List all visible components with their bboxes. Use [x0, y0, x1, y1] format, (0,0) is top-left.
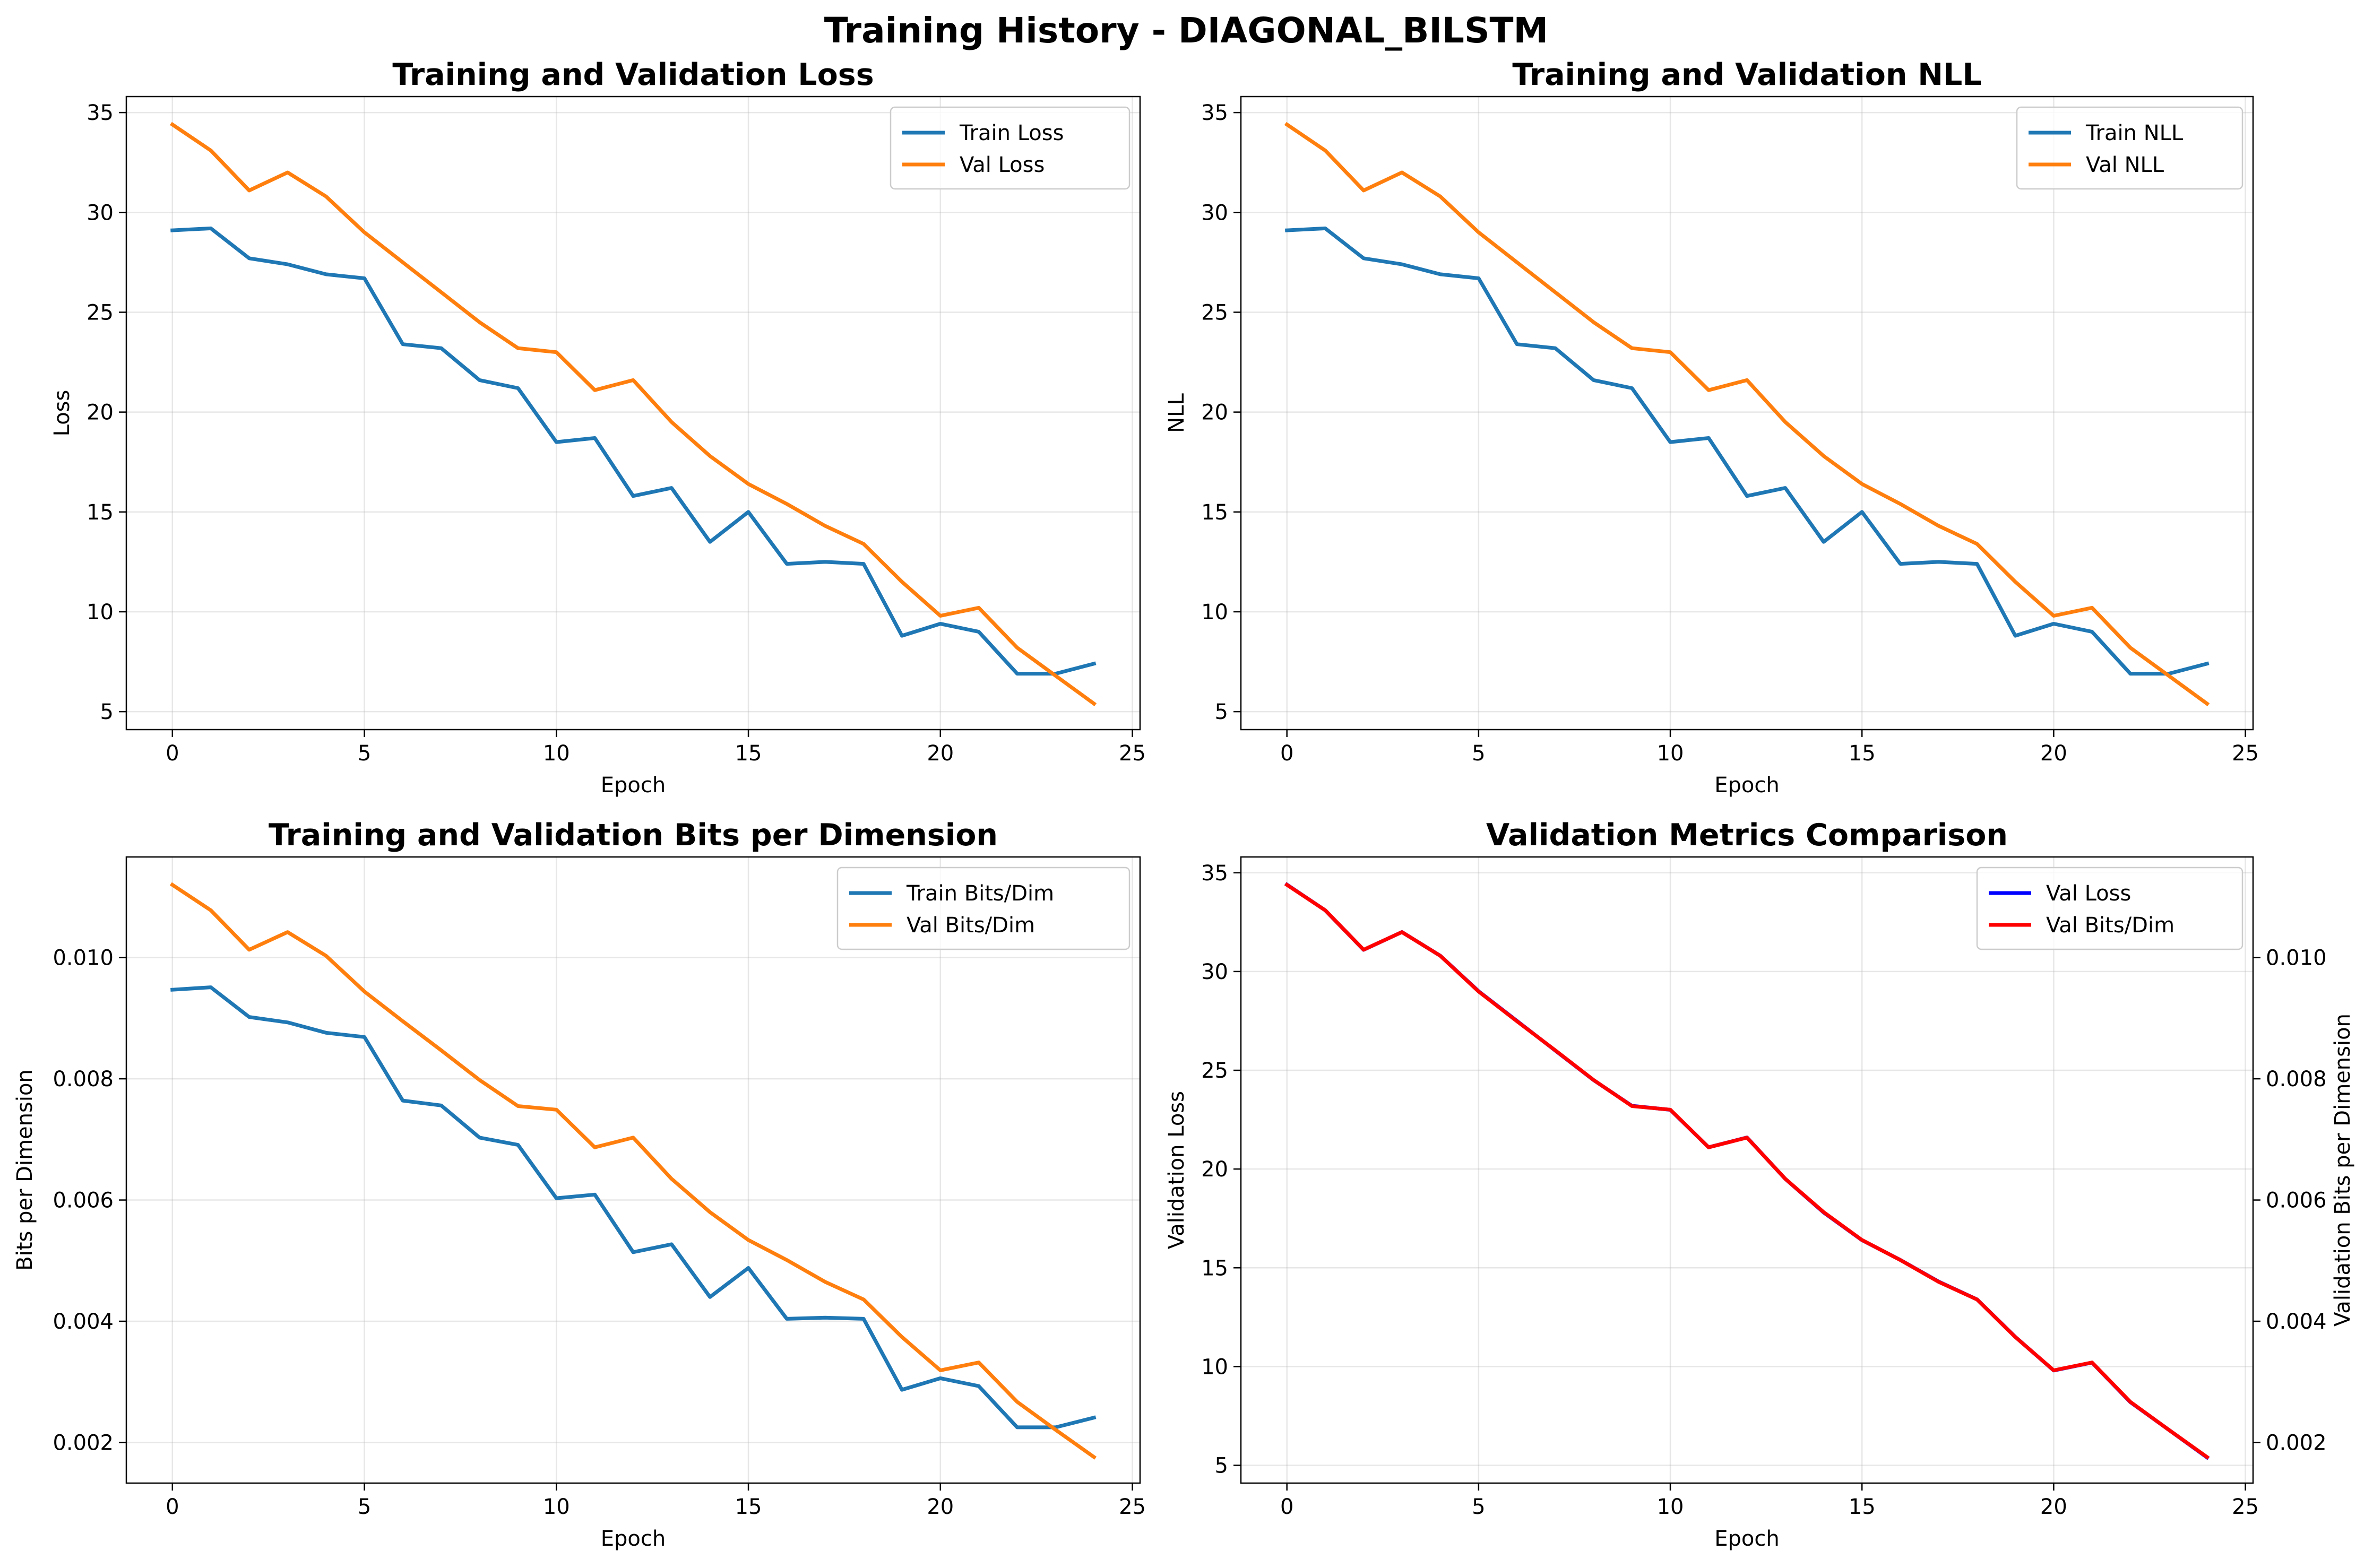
chart-2-y-tick-label: 15	[1201, 500, 1228, 525]
chart-4-y-tick-label: 10	[1201, 1355, 1228, 1379]
chart-2-series-line-1	[1285, 226, 2210, 676]
chart-4-x-tick-label: 20	[2040, 1495, 2067, 1519]
chart-1-legend-entry-1: Train Loss	[959, 121, 1064, 145]
chart-2-x-tick-label: 0	[1280, 741, 1293, 766]
chart-3-x-axis-label: Epoch	[601, 1527, 666, 1551]
chart-4-y2-tick-label: 0.006	[2266, 1189, 2327, 1213]
chart-1-x-tick-label: 15	[735, 741, 762, 766]
chart-4-y-tick-label: 35	[1201, 861, 1228, 886]
chart-1-series-line-2	[169, 122, 1097, 706]
chart-4-y-tick-label: 20	[1201, 1157, 1228, 1182]
chart-1-x-tick-label: 5	[358, 741, 371, 766]
chart-1-y-tick-label: 35	[87, 101, 114, 125]
chart-3-y-tick-label: 0.002	[53, 1431, 114, 1455]
chart-3-series-line-2	[169, 882, 1097, 1460]
chart-4-x-tick-label: 15	[1849, 1495, 1876, 1519]
chart-4-legend-entry-1: Val Loss	[2046, 881, 2131, 906]
chart-1-y-tick-label: 15	[87, 500, 114, 525]
chart-3-x-tick-label: 5	[358, 1495, 371, 1519]
chart-4-y-tick-label: 30	[1201, 960, 1228, 984]
chart-2-legend-entry-1: Train NLL	[2085, 121, 2184, 145]
chart-4-y2-tick-label: 0.010	[2266, 946, 2327, 971]
chart-1-x-tick-label: 25	[1119, 741, 1146, 766]
chart-3-x-tick-label: 15	[735, 1495, 762, 1519]
chart-3-legend-entry-2: Val Bits/Dim	[907, 913, 1035, 938]
chart-2-y-axis-label: NLL	[1164, 393, 1189, 433]
chart-4-y-tick-label: 15	[1201, 1256, 1228, 1280]
chart-4-axes-frame	[1240, 856, 2254, 1484]
chart-1-y-tick-label: 25	[87, 300, 114, 325]
chart-1-series-line-1	[170, 226, 1097, 676]
chart-4-y2-tick-label: 0.002	[2266, 1431, 2327, 1455]
chart-3-y-tick-label: 0.004	[53, 1310, 114, 1334]
chart-4-x-axis-label: Epoch	[1714, 1527, 1779, 1551]
chart-3-y-tick-label: 0.006	[53, 1189, 114, 1213]
chart-2-y-tick-label: 5	[1215, 700, 1228, 724]
chart-1-y-axis-label: Loss	[50, 390, 74, 437]
chart-1: 0 5 10 15 20 25 5 10 15 20 25 30 35 Training and Vali…	[50, 57, 1146, 798]
chart-3-x-tick-label: 25	[1119, 1495, 1146, 1519]
chart-4-y-tick-label: 5	[1215, 1453, 1228, 1478]
chart-1-x-tick-label: 20	[927, 741, 954, 766]
chart-2-x-axis-label: Epoch	[1714, 773, 1779, 798]
chart-1-legend	[890, 106, 1131, 190]
chart-3: 0 5 10 15 20 25 0.002 0.004 0.006 0.008 0.010 Train…	[13, 818, 1146, 1551]
chart-1-title: Training and Validation Loss	[392, 57, 874, 92]
chart-1-axes-frame	[125, 96, 1141, 731]
chart-4-series-line-2	[1284, 882, 2210, 1460]
chart-3-y-tick-label: 0.010	[53, 946, 114, 971]
chart-2-y-tick-label: 25	[1201, 300, 1228, 325]
chart-4: 0 5 10 15 20 25 5 10 15 20 25 30 35 0.002 0.004 0.006 0.…	[1164, 818, 2355, 1551]
chart-1-x-tick-label: 0	[166, 741, 179, 766]
chart-3-legend-entry-1: Train Bits/Dim	[906, 881, 1054, 906]
chart-3-y-tick-label: 0.008	[53, 1067, 114, 1091]
chart-2-x-tick-label: 10	[1657, 741, 1684, 766]
chart-4-y-tick-label: 25	[1201, 1059, 1228, 1083]
chart-4-x-tick-label: 0	[1280, 1495, 1293, 1519]
chart-2-title: Training and Validation NLL	[1512, 57, 1981, 92]
chart-4-legend	[1976, 867, 2243, 950]
chart-4-x-tick-label: 10	[1657, 1495, 1684, 1519]
chart-4-y2-tick-label: 0.008	[2266, 1067, 2327, 1091]
chart-2-legend-entry-2: Val NLL	[2086, 153, 2164, 177]
chart-2-x-tick-label: 25	[2232, 741, 2259, 766]
chart-4-title: Validation Metrics Comparison	[1486, 818, 2008, 853]
chart-2-y-tick-label: 10	[1201, 600, 1228, 625]
chart-1-y-tick-label: 20	[87, 401, 114, 425]
chart-1-y-tick-label: 10	[87, 600, 114, 625]
chart-1-x-axis-label: Epoch	[601, 773, 666, 798]
chart-2-y-tick-label: 20	[1201, 401, 1228, 425]
chart-4-legend-entry-2: Val Bits/Dim	[2046, 913, 2174, 938]
chart-2-x-tick-label: 15	[1849, 741, 1876, 766]
chart-4-y2-tick-label: 0.004	[2266, 1310, 2327, 1334]
chart-2-y-tick-label: 35	[1201, 101, 1228, 125]
chart-3-title: Training and Validation Bits per Dimensi…	[269, 818, 998, 853]
chart-4-x-tick-label: 25	[2232, 1495, 2259, 1519]
chart-1-y-tick-label: 5	[100, 700, 114, 724]
chart-2-y-tick-label: 30	[1201, 201, 1228, 225]
chart-4-x-tick-label: 5	[1472, 1495, 1485, 1519]
chart-3-x-tick-label: 10	[543, 1495, 570, 1519]
chart-3-axes-frame	[125, 856, 1141, 1484]
chart-3-x-tick-label: 0	[166, 1495, 179, 1519]
chart-2-axes-frame	[1240, 96, 2254, 731]
chart-1-y-tick-label: 30	[87, 201, 114, 225]
chart-3-y-axis-label: Bits per Dimension	[13, 1069, 37, 1271]
chart-3-series-line-1	[170, 985, 1097, 1430]
chart-2-x-tick-label: 5	[1472, 741, 1485, 766]
figure-suptitle: Training History - DIAGONAL_BILSTM	[824, 10, 1548, 51]
chart-2-x-tick-label: 20	[2040, 741, 2067, 766]
chart-1-legend-entry-2: Val Loss	[960, 153, 1045, 177]
chart-3-legend	[836, 867, 1131, 950]
chart-4-y-axis-label: Validation Loss	[1164, 1091, 1189, 1249]
chart-2-series-line-2	[1284, 122, 2210, 706]
chart-2-legend	[2016, 106, 2243, 190]
chart-2: 0 5 10 15 20 25 5 10 15 20 25 30 35 Training and Vali…	[1164, 57, 2259, 798]
chart-4-y2-axis-label: Validation Bits per Dimension	[2331, 1013, 2355, 1327]
chart-3-x-tick-label: 20	[927, 1495, 954, 1519]
chart-1-x-tick-label: 10	[543, 741, 570, 766]
